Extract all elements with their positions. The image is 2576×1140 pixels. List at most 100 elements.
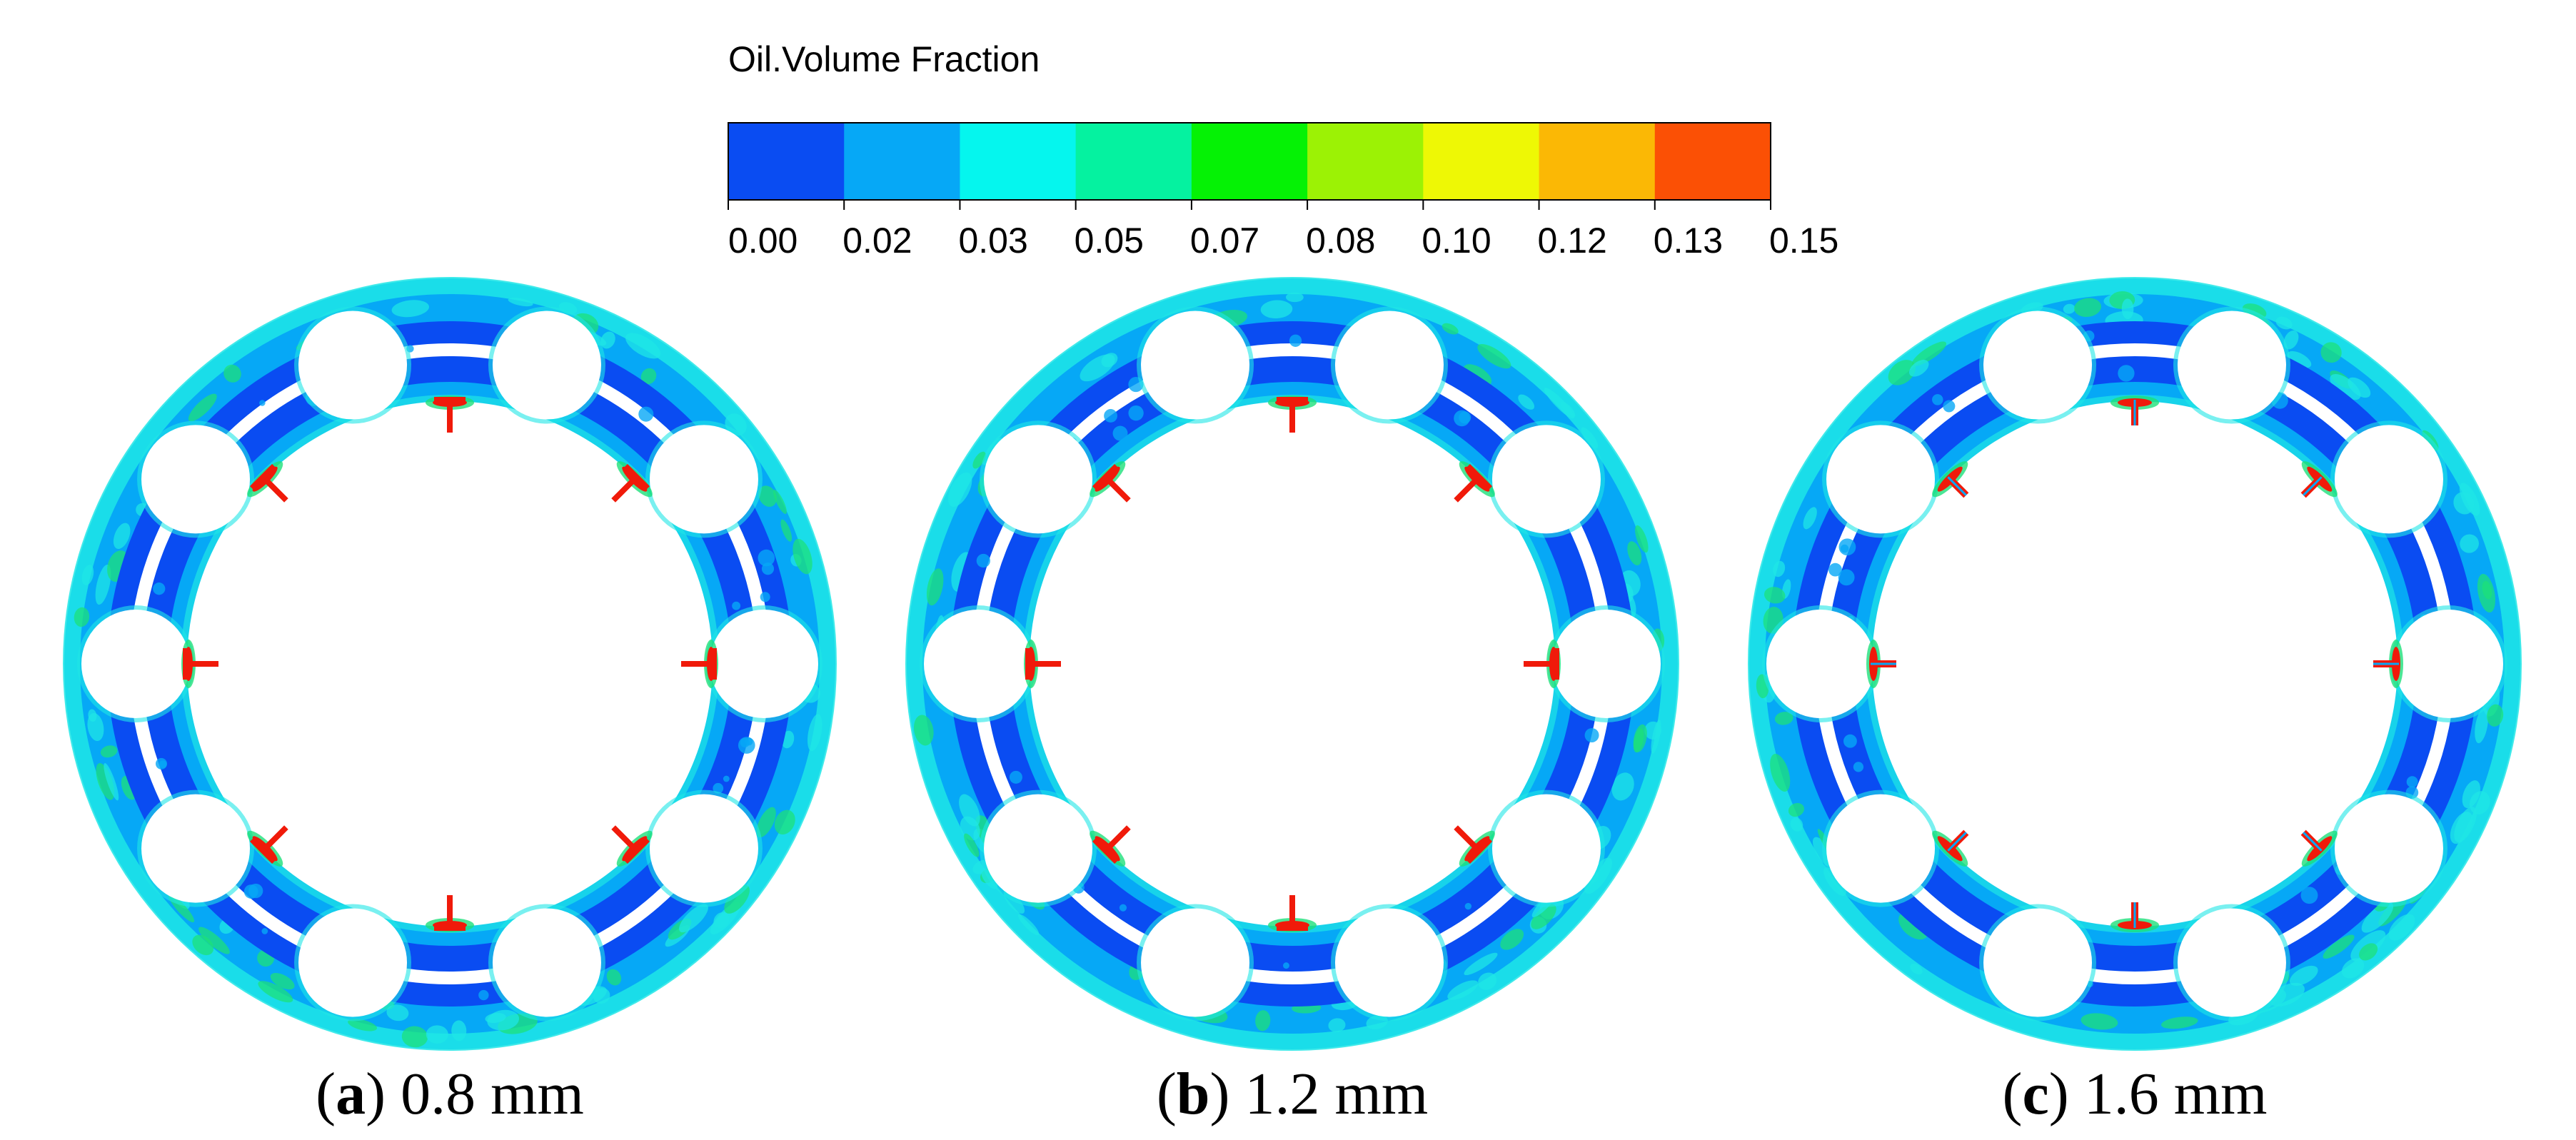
- oil-speck: [1119, 904, 1127, 912]
- oil-blotch: [756, 807, 776, 838]
- oil-blotch: [972, 451, 986, 469]
- oil-blotch: [113, 523, 131, 550]
- legend-colorbar: [728, 122, 1771, 201]
- oil-jet-nozzle-marker: [183, 648, 218, 680]
- oil-speck: [1104, 409, 1117, 423]
- inner-race-bore: [1872, 401, 2398, 927]
- oil-blotch: [1464, 364, 1492, 386]
- oil-speck: [758, 549, 775, 567]
- oil-blotch: [964, 833, 980, 857]
- oil-blotch: [1018, 914, 1040, 936]
- oil-blotch: [2320, 342, 2342, 363]
- oil-blotch: [188, 393, 217, 422]
- oil-jet-nozzle-marker: [611, 825, 650, 864]
- oil-blotch: [1888, 360, 1916, 385]
- oil-jet-nozzle-marker: [2300, 829, 2325, 854]
- oil-blotch: [926, 568, 944, 606]
- oil-jet-nozzle-marker: [249, 463, 288, 503]
- oil-blotch: [2359, 943, 2378, 961]
- oil-speck: [2406, 776, 2418, 788]
- oil-blotch: [1328, 1018, 1346, 1032]
- roller: [2334, 794, 2443, 903]
- oil-blotch: [679, 904, 708, 933]
- oil-blotch: [1770, 754, 1791, 792]
- oil-blotch: [1531, 904, 1556, 929]
- legend-tick-label: 0.15: [1769, 221, 1838, 261]
- oil-blotch: [606, 969, 622, 986]
- oil-blotch: [1080, 354, 1115, 382]
- legend-swatch: [1075, 123, 1192, 200]
- oil-blotch: [2487, 704, 2504, 727]
- oil-jet-nozzle-marker: [1524, 648, 1559, 680]
- oil-blotch: [100, 745, 118, 758]
- oil-speck: [261, 928, 268, 934]
- oil-blotch: [1518, 394, 1535, 410]
- roller: [1491, 425, 1601, 534]
- oil-blotch: [2330, 374, 2361, 400]
- oil-blotch: [2081, 1013, 2118, 1030]
- roller: [492, 311, 601, 420]
- oil-speck: [259, 400, 266, 406]
- oil-blotch: [1910, 964, 1923, 975]
- oil-speck: [760, 592, 770, 602]
- legend-swatch: [728, 123, 845, 200]
- legend-tick-label: 0.07: [1190, 221, 1259, 261]
- roller: [298, 908, 408, 1017]
- legend-tick-label: 0.03: [958, 221, 1027, 261]
- oil-blotch: [724, 884, 750, 914]
- oil-blotch: [96, 763, 115, 800]
- oil-jet-nozzle-marker: [1092, 825, 1131, 864]
- oil-speck: [1289, 334, 1302, 347]
- oil-blotch: [2074, 298, 2101, 318]
- panel-a-ring: [63, 277, 837, 1051]
- oil-blotch: [1764, 587, 1786, 604]
- roller: [984, 425, 1093, 534]
- oil-blotch: [1477, 343, 1511, 369]
- oil-jet-nozzle-marker: [681, 648, 717, 680]
- legend-frame: [728, 122, 1771, 201]
- roller: [984, 794, 1093, 903]
- roller: [2177, 908, 2286, 1017]
- oil-blotch: [1790, 817, 1803, 832]
- oil-blotch: [81, 565, 94, 585]
- roller: [1983, 311, 2093, 420]
- oil-blotch: [2361, 902, 2394, 933]
- oil-blotch: [807, 714, 822, 752]
- caption-a-label: 0.8 mm: [401, 1061, 584, 1127]
- oil-blotch: [1633, 724, 1647, 752]
- legend-tick-label: 0.08: [1306, 221, 1375, 261]
- oil-blotch: [391, 300, 429, 318]
- oil-speck: [1584, 727, 1599, 742]
- oil-blotch: [1611, 772, 1634, 801]
- oil-jet-nozzle-marker: [249, 825, 288, 864]
- legend-tick-label: 0.13: [1654, 221, 1723, 261]
- legend-tick-label: 0.02: [842, 221, 912, 261]
- roller: [710, 610, 818, 718]
- roller: [1141, 311, 1250, 420]
- color-legend: Oil.Volume Fraction 0.00 0.02 0.03 0.05 0.07…: [728, 39, 1838, 261]
- caption-a: (a) 0.8 mm: [316, 1061, 584, 1127]
- oil-blotch: [1260, 300, 1293, 319]
- roller: [1826, 425, 1936, 534]
- legend-tick-label: 0.12: [1538, 221, 1607, 261]
- caption-b-label: 1.2 mm: [1245, 1061, 1429, 1127]
- oil-speck: [1853, 762, 1864, 772]
- outer-film-edge: [905, 277, 1679, 1051]
- roller: [1334, 908, 1444, 1017]
- legend-swatch: [1307, 123, 1424, 200]
- roller: [81, 610, 190, 718]
- oil-blotch: [793, 538, 812, 575]
- oil-blotch: [625, 333, 661, 359]
- roller: [2334, 425, 2443, 534]
- oil-blotch: [1908, 360, 1929, 377]
- caption-c-letter: c: [2023, 1061, 2049, 1127]
- oil-blotch: [2459, 483, 2480, 516]
- oil-blotch: [198, 927, 230, 954]
- oil-jet-nozzle-marker: [434, 895, 466, 931]
- oil-speck: [1009, 770, 1022, 784]
- legend-swatch: [1191, 123, 1308, 200]
- roller: [141, 794, 251, 903]
- oil-speck: [976, 553, 990, 568]
- oil-speck: [1283, 962, 1289, 969]
